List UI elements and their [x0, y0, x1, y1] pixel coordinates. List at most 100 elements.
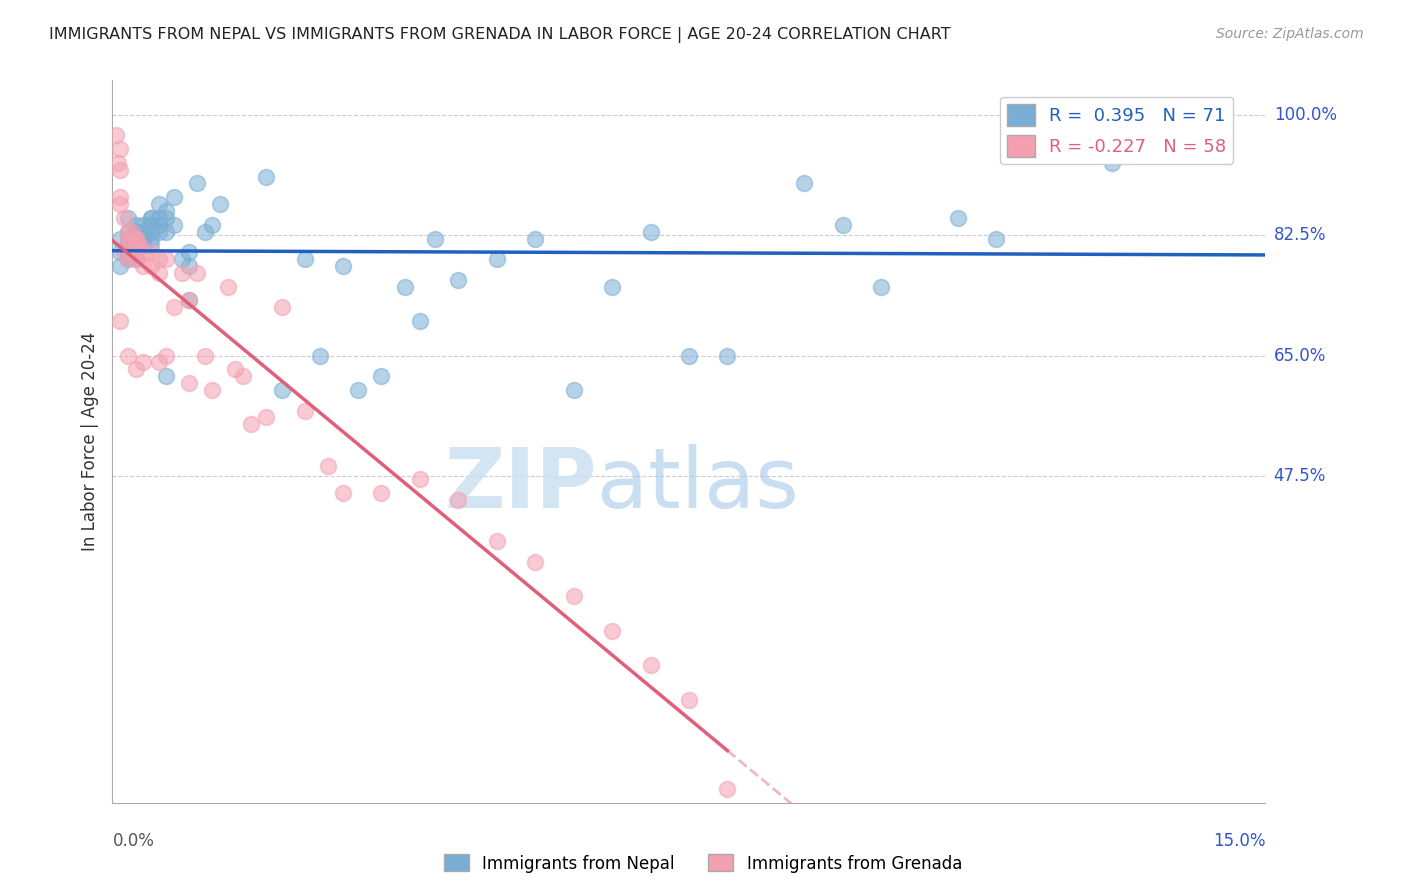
Point: [117, 231, 139, 245]
Point: [112, 211, 135, 225]
Point: [132, 231, 155, 245]
Point: [270, 301, 292, 315]
Point: [124, 225, 146, 239]
Point: [640, 225, 662, 239]
Point: [370, 486, 392, 500]
Point: [485, 534, 508, 549]
Point: [332, 486, 354, 500]
Point: [124, 231, 146, 245]
Point: [108, 142, 131, 156]
Point: [186, 177, 208, 191]
Point: [117, 252, 139, 267]
Text: 47.5%: 47.5%: [1274, 467, 1326, 485]
Point: [347, 383, 370, 397]
Point: [270, 383, 292, 397]
Point: [562, 383, 585, 397]
Point: [121, 225, 143, 239]
Point: [1139, 128, 1161, 143]
Point: [117, 225, 139, 239]
Point: [447, 273, 470, 287]
Point: [108, 259, 131, 273]
Point: [148, 355, 170, 369]
Point: [117, 238, 139, 252]
Point: [562, 590, 585, 604]
Point: [117, 211, 139, 225]
Point: [425, 231, 447, 245]
Point: [108, 231, 131, 245]
Point: [163, 218, 186, 232]
Point: [485, 252, 508, 267]
Text: 82.5%: 82.5%: [1274, 226, 1326, 244]
Point: [370, 369, 392, 384]
Point: [132, 355, 155, 369]
Point: [124, 218, 146, 232]
Point: [409, 472, 432, 486]
Point: [170, 266, 193, 280]
Y-axis label: In Labor Force | Age 20-24: In Labor Force | Age 20-24: [80, 332, 98, 551]
Legend: Immigrants from Nepal, Immigrants from Grenada: Immigrants from Nepal, Immigrants from G…: [437, 847, 969, 880]
Text: Source: ZipAtlas.com: Source: ZipAtlas.com: [1216, 27, 1364, 41]
Point: [640, 658, 662, 673]
Text: 100.0%: 100.0%: [1274, 105, 1337, 124]
Point: [155, 349, 177, 363]
Point: [128, 238, 150, 252]
Point: [155, 225, 177, 239]
Point: [108, 314, 131, 328]
Point: [716, 782, 738, 797]
Point: [117, 252, 139, 267]
Point: [986, 231, 1008, 245]
Point: [409, 314, 432, 328]
Point: [139, 231, 162, 245]
Point: [179, 245, 201, 260]
Point: [600, 624, 623, 638]
Point: [148, 197, 170, 211]
Point: [139, 245, 162, 260]
Point: [139, 225, 162, 239]
Point: [163, 301, 186, 315]
Point: [316, 458, 339, 473]
Point: [124, 238, 146, 252]
Point: [447, 493, 470, 508]
Point: [112, 245, 135, 260]
Point: [155, 204, 177, 219]
Point: [124, 245, 146, 260]
Point: [678, 692, 700, 706]
Point: [831, 218, 853, 232]
Point: [170, 252, 193, 267]
Point: [194, 225, 217, 239]
Point: [201, 218, 224, 232]
Point: [678, 349, 700, 363]
Point: [294, 252, 316, 267]
Point: [132, 238, 155, 252]
Point: [108, 162, 131, 177]
Point: [524, 555, 547, 569]
Point: [132, 231, 155, 245]
Point: [124, 231, 146, 245]
Point: [179, 293, 201, 308]
Point: [224, 362, 246, 376]
Point: [139, 218, 162, 232]
Point: [124, 238, 146, 252]
Point: [107, 156, 129, 170]
Text: ZIP: ZIP: [444, 444, 596, 525]
Point: [254, 410, 277, 425]
Point: [600, 279, 623, 293]
Point: [870, 279, 893, 293]
Point: [139, 211, 162, 225]
Point: [132, 218, 155, 232]
Point: [124, 231, 146, 245]
Point: [139, 211, 162, 225]
Point: [179, 259, 201, 273]
Text: 15.0%: 15.0%: [1213, 831, 1265, 850]
Point: [239, 417, 262, 432]
Point: [217, 279, 239, 293]
Point: [124, 252, 146, 267]
Point: [294, 403, 316, 417]
Point: [209, 197, 232, 211]
Point: [332, 259, 354, 273]
Point: [1101, 156, 1123, 170]
Point: [124, 252, 146, 267]
Point: [148, 252, 170, 267]
Point: [124, 362, 146, 376]
Point: [155, 369, 177, 384]
